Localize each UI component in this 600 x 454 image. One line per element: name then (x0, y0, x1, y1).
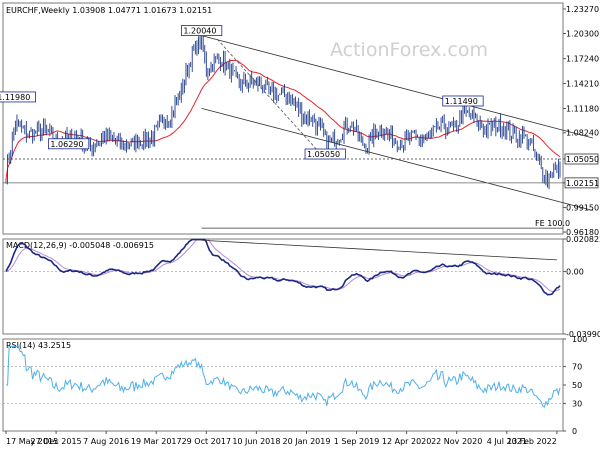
macd-title: MACD(12,26,9) -0.005048 -0.006915 (6, 241, 154, 250)
annotation-label: 1.05050 (307, 150, 340, 159)
rsi-line (6, 345, 561, 408)
price-tick-label: 1.05050 (566, 155, 599, 164)
x-tick-label: 19 Mar 2017 (131, 437, 182, 446)
price-tick-label: 1.11180 (566, 105, 599, 114)
x-tick-label: 27 Dec 2015 (31, 437, 82, 446)
macd-tick-label: 0.020822 (566, 235, 600, 244)
annotation-label: 1.11490 (445, 97, 478, 106)
annotation-box (442, 95, 484, 107)
channel-upper-line (201, 35, 593, 139)
price-tick-label: 1.08240 (566, 129, 599, 138)
macd-frame (2, 238, 564, 335)
x-tick-label: 22 Nov 2020 (431, 437, 482, 446)
price-tick-label: 1.17240 (566, 55, 599, 64)
x-tick-label: 20 Jan 2019 (282, 437, 330, 446)
annotation-box (0, 91, 36, 103)
rsi-tick-label: 70 (572, 363, 582, 372)
x-tick-label: 17 May 2015 (6, 437, 58, 446)
x-tick-label: 12 Apr 2020 (382, 437, 431, 446)
macd-tick-label: -0.039903 (566, 330, 600, 339)
chart-title: EURCHF,Weekly 1.03908 1.04771 1.01673 1.… (6, 6, 212, 15)
x-tick-label: 4 Jul 2021 (487, 437, 527, 446)
price-tag-box (564, 153, 599, 165)
price-tick-label: 0.99150 (566, 204, 599, 213)
fe-label: FE 100.0 (535, 219, 570, 228)
annotation-box (47, 138, 90, 150)
channel-lower-line (201, 107, 593, 211)
rsi-title: RSI(14) 43.2515 (6, 341, 71, 350)
price-frame (2, 2, 564, 235)
price-panel: FE 100.0 1.20040 1.11980 1.06290 1.05050 1.11… (0, 2, 599, 237)
x-tick-label: 1 Sep 2019 (334, 437, 380, 446)
macd-panel: MACD(12,26,9) -0.005048 -0.006915 0.02082… (2, 235, 600, 339)
x-tick-label: 29 Oct 2017 (182, 437, 231, 446)
annotation-box (304, 148, 346, 160)
price-tag-box (564, 177, 599, 189)
price-tick-label: 1.20300 (566, 29, 599, 38)
annotation-label: 1.11980 (0, 93, 30, 102)
price-tick-label: 1.23270 (566, 5, 599, 14)
annotation-box (181, 25, 223, 37)
watermark: ActionForex.com (330, 39, 488, 61)
macd-trend-line (201, 239, 558, 261)
x-tick-label: 13 Feb 2022 (507, 437, 557, 446)
x-tick-label: 10 Jun 2018 (232, 437, 280, 446)
rsi-tick-label: 100 (572, 335, 587, 344)
rsi-panel: RSI(14) 43.2515 100 70 50 30 0 (2, 335, 587, 436)
macd-line (5, 238, 561, 296)
annotation-label: 1.06290 (50, 140, 83, 149)
rsi-tick-label: 30 (572, 399, 582, 408)
price-tick-label: 0.96180 (566, 228, 599, 237)
macd-tick-label: 0.00 (566, 268, 584, 277)
projection-dashed-line (216, 38, 326, 160)
rsi-tick-label: 0 (572, 427, 577, 436)
rsi-tick-label: 50 (572, 381, 582, 390)
price-tick-label: 1.02151 (566, 179, 599, 188)
annotation-label: 1.20040 (183, 27, 216, 36)
price-tick-label: 1.14210 (566, 80, 599, 89)
x-tick-label: 7 Aug 2016 (83, 437, 129, 446)
